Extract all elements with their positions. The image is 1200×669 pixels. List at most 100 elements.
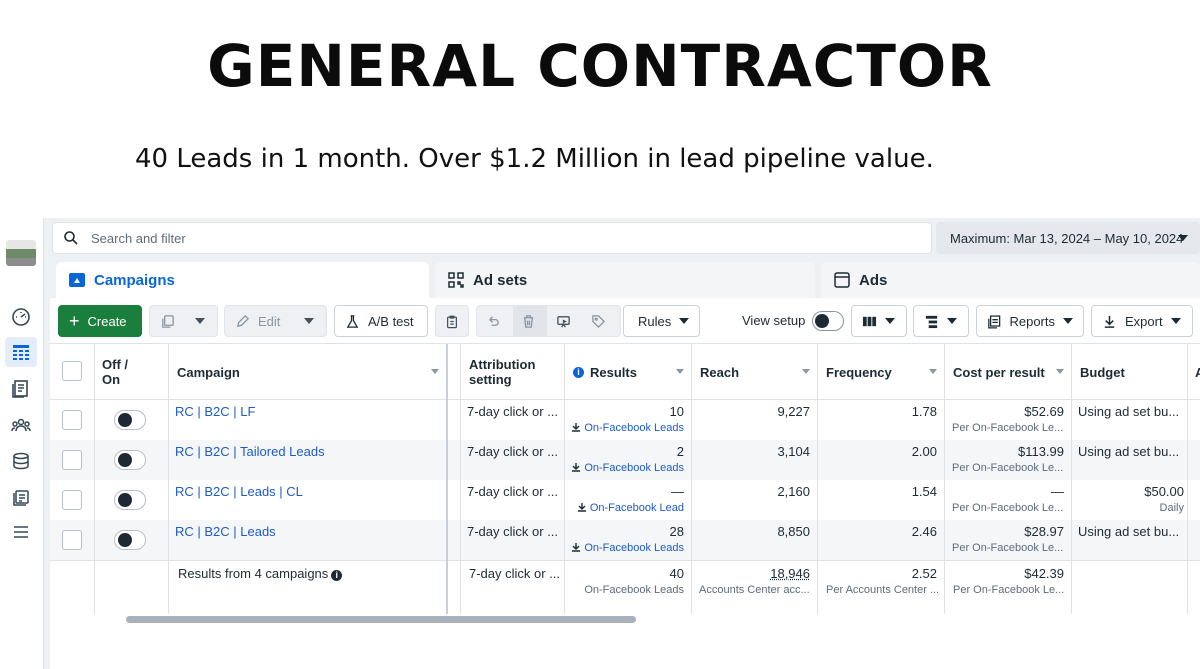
search-input[interactable] [91,230,791,246]
summary-frequency: 2.52 [911,566,937,581]
columns-icon [862,316,877,326]
reach-value: 9,227 [777,404,810,419]
search-bar[interactable] [52,222,932,254]
budget-value: Using ad set bu... [1078,524,1180,539]
row-checkbox[interactable] [62,410,82,430]
results-type-label[interactable]: On-Facebook Leads [584,542,684,554]
action-group [476,305,621,337]
clipboard-icon [447,315,457,328]
export-button[interactable]: Export [1091,305,1193,337]
campaign-name-link[interactable]: RC | B2C | Leads [175,524,276,539]
col-header-campaign-label: Campaign [177,364,240,380]
col-header-budget[interactable]: Budget [1080,344,1180,400]
duplicate-button[interactable] [149,305,218,337]
select-all-checkbox[interactable] [62,361,82,381]
reports-icon[interactable] [5,373,37,403]
row-checkbox[interactable] [62,530,82,550]
download-icon [572,543,581,552]
campaign-toggle[interactable] [114,410,146,430]
catalog-icon[interactable] [5,482,37,512]
columns-button[interactable] [851,305,907,337]
cost-sub: Per On-Facebook Le... [952,542,1064,554]
row-checkbox[interactable] [62,490,82,510]
toggle-knob [118,493,132,507]
reach-value: 3,104 [777,444,810,459]
rules-button[interactable]: Rules [623,305,700,337]
campaign-toggle[interactable] [114,490,146,510]
table-row[interactable] [50,440,1200,480]
col-header-next-label: A [1195,364,1200,380]
reports-button[interactable]: Reports [976,305,1084,337]
tag-icon[interactable] [591,314,606,332]
col-header-next[interactable]: A [1195,344,1200,400]
search-icon [64,231,78,245]
col-header-attribution-label: Attribution setting [469,357,536,387]
results-type: On-Facebook Leads [570,462,684,474]
archive-button[interactable] [435,305,469,337]
reach-value: 2,160 [777,484,810,499]
billing-icon[interactable] [5,446,37,476]
ads-window-icon [834,272,850,288]
results-type-label[interactable]: On-Facebook Leads [584,462,684,474]
col-header-reach[interactable]: Reach [700,344,816,400]
breakdown-button[interactable] [913,305,969,337]
col-header-frequency[interactable]: Frequency [826,344,943,400]
col-header-cost-per-result[interactable]: Cost per result [953,344,1070,400]
plus-icon: + [69,311,80,331]
view-setup-toggle[interactable] [812,311,844,331]
account-logo[interactable] [6,240,36,266]
tab-campaigns[interactable]: Campaigns [56,262,429,298]
dashboard-icon[interactable] [5,302,37,332]
cost-sub: Per On-Facebook Le... [952,502,1064,514]
undo-icon[interactable] [486,314,501,332]
cost-sub: Per On-Facebook Le... [952,462,1064,474]
campaigns-table-icon[interactable] [5,337,37,367]
chevron-down-icon [1170,318,1181,324]
view-setup-label: View setup [742,313,806,328]
col-header-attribution[interactable]: Attribution setting [469,344,562,400]
trash-icon[interactable] [521,314,536,332]
chevron-down-icon [947,318,957,324]
ab-test-button[interactable]: A/B test [334,305,428,337]
campaign-name-link[interactable]: RC | B2C | Leads | CL [175,484,303,499]
preview-icon[interactable] [556,314,571,332]
cost-sub: Per On-Facebook Le... [952,422,1064,434]
toggle-knob [118,453,132,467]
chevron-down-icon [885,318,895,324]
audiences-icon[interactable] [5,410,37,440]
col-header-results[interactable]: i Results [573,344,690,400]
edit-button[interactable]: Edit [224,305,327,337]
results-type-label[interactable]: On-Facebook Leads [584,422,684,434]
sort-icon [676,369,684,374]
attribution-cell: 7-day click or ... [467,444,559,459]
frequency-value: 1.54 [911,484,937,499]
chevron-down-icon [1063,318,1073,324]
campaign-name-link[interactable]: RC | B2C | Tailored Leads [175,444,325,459]
date-range-picker[interactable]: Maximum: Mar 13, 2024 – May 10, 2024 [936,222,1200,254]
campaign-toggle[interactable] [114,530,146,550]
col-header-off-on[interactable]: Off / On [102,344,162,400]
menu-icon[interactable] [5,517,37,547]
edit-label: Edit [258,313,281,329]
download-icon [572,463,581,472]
tab-ads[interactable]: Ads [821,262,1200,298]
chevron-down-icon [1178,235,1188,241]
main-area: Maximum: Mar 13, 2024 – May 10, 2024 Cam… [50,218,1200,669]
export-label: Export [1125,313,1163,329]
level-tabs: Campaigns Ad sets Ads [50,262,1200,298]
info-icon[interactable]: i [331,570,343,581]
table-row[interactable] [50,520,1200,560]
results-type-label[interactable]: On-Facebook Lead [589,502,684,514]
tab-ad-sets[interactable]: Ad sets [435,262,815,298]
campaign-toggle[interactable] [114,450,146,470]
results-value: 10 [669,404,684,419]
create-button[interactable]: + Create [58,305,142,337]
toggle-knob [118,413,132,427]
row-checkbox[interactable] [62,450,82,470]
col-header-results-label: Results [590,364,637,380]
col-header-campaign[interactable]: Campaign [177,344,445,400]
campaign-name-link[interactable]: RC | B2C | LF [175,404,256,419]
horizontal-scrollbar[interactable] [126,616,636,623]
col-header-off-on-label: Off / On [102,357,128,387]
attribution-cell: 7-day click or ... [467,484,559,499]
